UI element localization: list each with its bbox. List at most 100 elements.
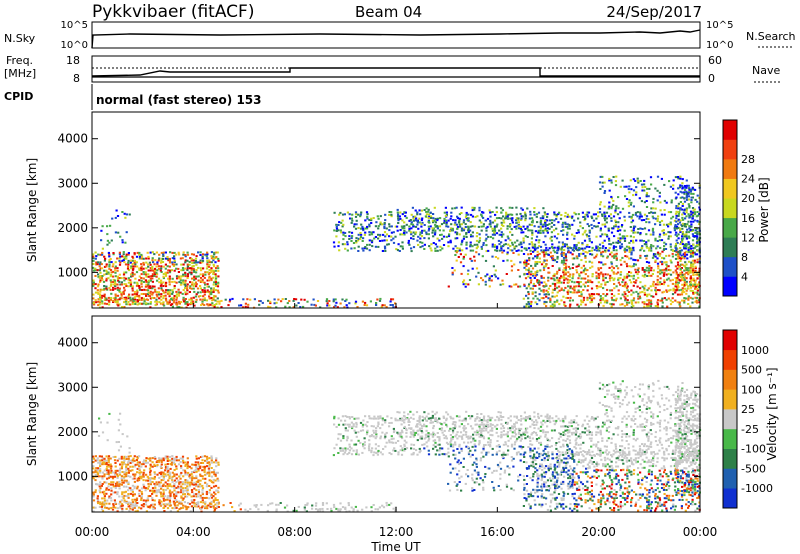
heatmap-cell	[167, 277, 170, 280]
heatmap-cell	[92, 465, 95, 468]
heatmap-cell	[195, 293, 198, 296]
heatmap-cell	[557, 285, 561, 288]
heatmap-cell	[144, 501, 148, 503]
heatmap-cell	[206, 285, 209, 288]
heatmap-cell	[498, 243, 501, 246]
heatmap-cell	[210, 289, 213, 292]
heatmap-cell	[362, 237, 365, 240]
heatmap-cell	[580, 271, 583, 274]
heatmap-cell	[214, 299, 217, 302]
heatmap-cell	[377, 227, 380, 230]
heatmap-cell	[191, 262, 194, 264]
heatmap-cell	[500, 241, 503, 244]
heatmap-cell	[452, 247, 455, 250]
heatmap-cell	[177, 277, 181, 280]
heatmap-cell	[608, 205, 611, 208]
heatmap-cell	[364, 301, 367, 304]
heatmap-cell	[412, 451, 415, 454]
heatmap-cell	[488, 277, 491, 280]
heatmap-cell	[125, 253, 128, 256]
heatmap-cell	[562, 221, 565, 224]
heatmap-cell	[113, 279, 117, 282]
heatmap-cell	[145, 457, 148, 460]
heatmap-cell	[173, 255, 176, 258]
heatmap-cell	[116, 507, 119, 510]
heatmap-cell	[116, 257, 119, 260]
heatmap-cell	[526, 236, 529, 238]
heatmap-cell	[599, 235, 602, 238]
heatmap-cell	[465, 211, 468, 214]
heatmap-cell	[376, 451, 379, 454]
heatmap-cell	[210, 299, 214, 302]
heatmap-cell	[551, 282, 554, 285]
heatmap-cell	[696, 239, 699, 242]
heatmap-cell	[464, 285, 467, 288]
heatmap-cell	[600, 254, 603, 257]
heatmap-cell	[564, 273, 567, 276]
heatmap-cell	[450, 223, 453, 226]
heatmap-cell	[194, 281, 197, 284]
heatmap-cell	[130, 459, 133, 462]
heatmap-cell	[686, 184, 689, 187]
heatmap-cell	[372, 429, 375, 432]
heatmap-cell	[186, 457, 189, 460]
heatmap-cell	[244, 302, 247, 305]
heatmap-cell	[569, 267, 572, 270]
heatmap-cell	[99, 261, 102, 264]
heatmap-cell	[525, 247, 528, 250]
heatmap-cell	[361, 225, 364, 228]
heatmap-cell	[458, 217, 461, 220]
heatmap-cell	[213, 485, 216, 488]
heatmap-cell	[652, 245, 655, 248]
heatmap-cell	[687, 249, 690, 251]
heatmap-cell	[354, 505, 357, 508]
heatmap-cell	[311, 507, 314, 510]
heatmap-cell	[613, 256, 616, 259]
heatmap-cell	[390, 417, 393, 420]
heatmap-cell	[112, 252, 115, 254]
heatmap-cell	[214, 497, 217, 500]
heatmap-cell	[164, 503, 167, 506]
heatmap-cell	[553, 251, 557, 254]
heatmap-cell	[188, 298, 191, 301]
heatmap-cell	[468, 279, 472, 281]
heatmap-cell	[112, 286, 115, 289]
heatmap-cell	[127, 461, 130, 464]
heatmap-cell	[375, 302, 378, 304]
heatmap-cell	[134, 505, 137, 508]
heatmap-cell	[634, 225, 637, 228]
heatmap-cell	[577, 217, 580, 220]
heatmap-cell	[140, 495, 143, 498]
heatmap-cell	[168, 293, 172, 296]
heatmap-cell	[191, 277, 194, 280]
heatmap-cell	[107, 463, 110, 466]
heatmap-cell	[365, 247, 369, 250]
heatmap-cell	[556, 257, 559, 260]
heatmap-cell	[615, 175, 618, 178]
heatmap-cell	[153, 489, 156, 492]
heatmap-cell	[663, 261, 666, 264]
heatmap-cell	[600, 261, 603, 264]
heatmap-cell	[669, 231, 672, 234]
heatmap-cell	[377, 217, 380, 220]
heatmap-cell	[396, 225, 399, 228]
heatmap-cell	[118, 502, 121, 505]
heatmap-cell	[207, 265, 211, 268]
heatmap-cell	[636, 285, 639, 288]
heatmap-cell	[170, 461, 174, 464]
heatmap-cell	[206, 465, 209, 468]
heatmap-cell	[639, 180, 642, 182]
heatmap-cell	[571, 215, 574, 218]
heatmap-cell	[677, 263, 680, 266]
heatmap-cell	[585, 233, 588, 236]
heatmap-cell	[663, 245, 666, 248]
heatmap-cell	[691, 253, 694, 256]
heatmap-cell	[151, 265, 154, 268]
heatmap-cell	[222, 504, 225, 507]
heatmap-cell	[182, 275, 185, 278]
heatmap-cell	[662, 223, 666, 226]
heatmap-cell	[191, 281, 194, 284]
heatmap-cell	[538, 281, 541, 284]
heatmap-cell	[110, 465, 113, 468]
heatmap-cell	[629, 203, 632, 206]
